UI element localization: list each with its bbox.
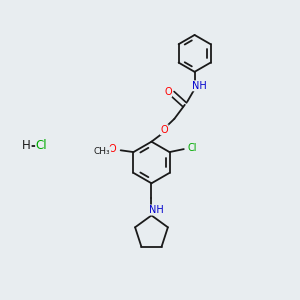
Text: NH: NH xyxy=(192,81,206,91)
Text: H: H xyxy=(22,139,31,152)
Text: NH: NH xyxy=(149,205,164,215)
Text: O: O xyxy=(164,87,172,97)
Text: Cl: Cl xyxy=(36,139,47,152)
Text: CH₃: CH₃ xyxy=(94,147,111,156)
Text: O: O xyxy=(160,125,168,135)
Text: O: O xyxy=(109,143,116,154)
Text: Cl: Cl xyxy=(188,143,197,153)
